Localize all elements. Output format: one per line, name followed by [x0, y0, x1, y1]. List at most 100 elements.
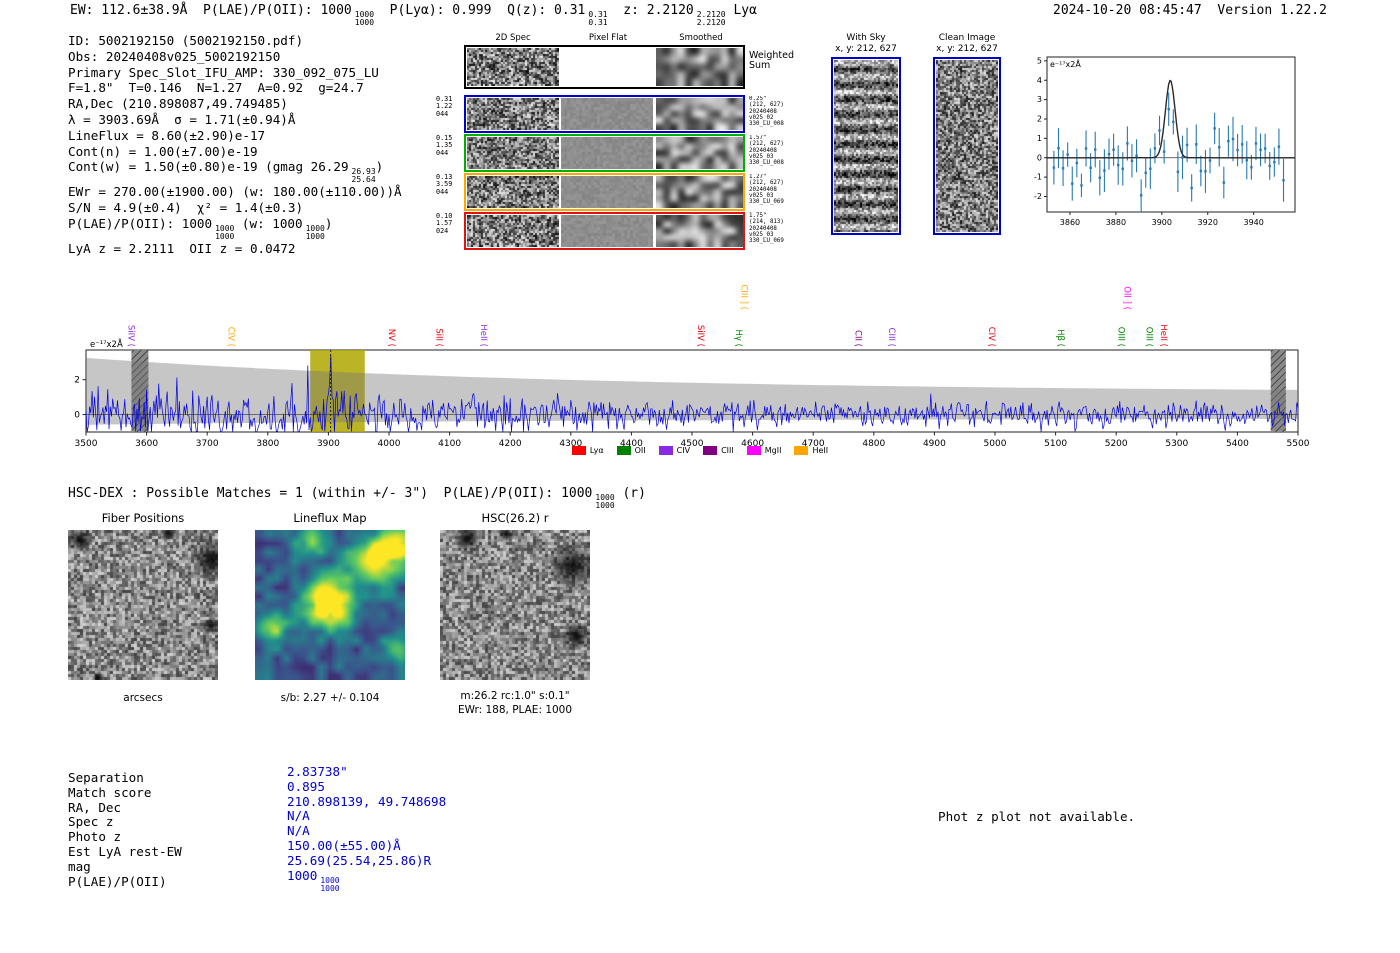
match-table-row: Match score 0.895 [68, 779, 446, 801]
info-text: ID: 5002192150 (5002192150.pdf) [68, 33, 304, 48]
info-text: Obs: 20240408v025_5002192150 [68, 48, 281, 64]
info-line-3: F=1.8" T=0.146 N=1.27 A=0.92 g=24.7 [68, 80, 402, 96]
info-text: Cont(w) = 1.50(±0.80)e-19 (gmag 26.29 [68, 159, 349, 175]
detection-info-block: ID: 5002192150 (5002192150.pdf) Obs: 2024… [68, 33, 402, 257]
fraction-bottom: 1000 [305, 231, 325, 241]
match-field-value: N/A [287, 823, 310, 839]
svg-text:5500: 5500 [1287, 439, 1310, 449]
fiber-id-line: 20240408 [749, 147, 777, 154]
2dspec-image [467, 98, 559, 130]
with-sky-title: With Sky [846, 33, 886, 43]
fraction-top: 1000 [354, 10, 375, 19]
fraction-bottom: 2.2120 [696, 18, 726, 27]
info-line-6: LineFlux = 8.60(±2.90)e-17 [68, 128, 402, 144]
info-text: RA,Dec (210.898087,49.749485) [68, 96, 288, 112]
info-text: LyA z = 2.2111 OII z = 0.0472 [68, 240, 296, 256]
fiber-row-left-labels: 0.10 1.57 024 [436, 212, 462, 235]
info-line-5: λ = 3903.69Å σ = 1.71(±0.94)Å [68, 112, 402, 128]
info-text: P(LAE)/P(OII): 1000 [68, 215, 213, 231]
header-text: EW: 112.6±38.9Å P(LAE)/P(OII): 1000 [70, 3, 352, 18]
fiber-id-line: (212, 627) [749, 102, 784, 109]
svg-text:3880: 3880 [1106, 218, 1126, 227]
fiber-row-left-labels: 0.13 3.59 044 [436, 173, 462, 196]
svg-text:1: 1 [1037, 134, 1042, 143]
fraction-top: 2.2120 [696, 10, 726, 19]
fiber-id-line: 330_LU_069 [749, 238, 784, 244]
svg-text:4100: 4100 [438, 439, 461, 449]
svg-text:4000: 4000 [378, 439, 401, 449]
svg-text:3500: 3500 [75, 439, 98, 449]
emission-line-label: Hγ ( [733, 330, 743, 347]
photz-note: Phot z plot not available. [938, 809, 1136, 824]
match-field-label: Spec z [68, 814, 114, 830]
header-fraction: 2.2120 2.2120 [697, 11, 726, 27]
spec2d-col-header: Pixel Flat [588, 33, 628, 43]
fiber-weight-value: 1.35 [436, 141, 453, 150]
header-summary: EW: 112.6±38.9Å P(LAE)/P(OII): 1000 1000 1… [70, 3, 757, 27]
lineflux-caption: s/b: 2.27 +/- 0.104 [280, 692, 380, 704]
info-line-0: ID: 5002192150 (5002192150.pdf) [68, 33, 402, 49]
match-table-row: Photo z N/A [68, 823, 446, 845]
svg-text:5100: 5100 [1044, 439, 1067, 449]
info-fraction: 1000 1000 [305, 224, 325, 241]
legend-swatch [616, 446, 631, 455]
svg-text:5300: 5300 [1165, 439, 1188, 449]
hsc-text: (r) [614, 486, 646, 501]
info-text: Cont(n) = 1.00(±7.00)e-19 [68, 143, 258, 159]
svg-text:3: 3 [1037, 95, 1042, 104]
match-field-label: Photo z [68, 829, 122, 845]
units-label: e⁻¹⁷x2Å [1050, 58, 1081, 69]
with-sky-image [834, 60, 898, 232]
match-field-value: N/A [287, 808, 310, 824]
info-line-11: P(LAE)/P(OII): 1000 1000 1000 (w: 1000 1000… [68, 216, 402, 241]
fiber-id-line: v025_03 [749, 192, 774, 199]
fraction-top: 0.31 [588, 10, 608, 19]
svg-text:3900: 3900 [317, 439, 340, 449]
svg-text:-1: -1 [1034, 173, 1042, 182]
fiber-id-line: 330_LU_008 [749, 121, 784, 127]
legend-label: CIII [721, 446, 734, 455]
emission-line-label: HeII ( [478, 324, 488, 347]
legend-swatch [794, 446, 809, 455]
legend-item: OII [616, 446, 646, 455]
fiber-weight-value: 0.31 [436, 95, 453, 103]
hsc-caption-1: m:26.2 rc:1.0" s:0.1" [460, 690, 570, 702]
fiber-weight-value: 0.15 [436, 134, 453, 142]
spectrum-line [85, 354, 1299, 433]
masked-band [1270, 350, 1286, 432]
fiber-row-right-labels: 1.75" (214, 813) 20240408 v025_03 330_LU_069 [749, 213, 784, 244]
fiber-id-line: 1.75" [749, 213, 767, 219]
match-field-value: 1000 1000 1000 [287, 867, 340, 893]
smoothed-image [656, 137, 743, 169]
match-field-label: RA, Dec [68, 799, 122, 815]
clean-image-border [933, 57, 1001, 235]
smoothed-image [656, 176, 743, 208]
fiber-id-line: 1.57" [749, 135, 767, 141]
units-label: e⁻¹⁷x2Å [90, 338, 123, 350]
generated-timestamp: 2024-10-20 08:45:47 [1053, 3, 1202, 18]
header-text: P(Lyα): 0.999 Q(z): 0.31 [374, 3, 586, 18]
legend-label: HeII [812, 446, 829, 455]
fraction-top: 1000 [595, 493, 615, 502]
legend-item: HeII [794, 446, 828, 455]
info-text: F=1.8" T=0.146 N=1.27 A=0.92 g=24.7 [68, 80, 364, 96]
fiber-id-line: v025_03 [749, 153, 774, 160]
hsc-dex-summary: HSC-DEX : Possible Matches = 1 (within +… [68, 486, 646, 510]
info-fraction: 1000 1000 [215, 223, 235, 241]
fiber-title: Fiber Positions [101, 511, 185, 525]
info-text: S/N = 4.9(±0.4) χ² = 1.4(±0.3) [68, 200, 304, 216]
svg-text:4800: 4800 [862, 439, 885, 449]
fiber-row-right-labels: 0.25" (212, 627) 20240408 v025_02 330_LU_008 [749, 96, 784, 127]
line-fit-plot: 3860 3880 3900 3920 3940 -2 -1 0 1 2 3 4 5 e⁻¹⁷x2Å [1034, 56, 1296, 227]
clean-image-image [936, 60, 998, 232]
svg-text:3700: 3700 [196, 439, 219, 449]
fiber-weight-value: 3.59 [436, 180, 453, 189]
2dspec-image [467, 215, 559, 247]
fiber-cutout-image [68, 530, 218, 680]
info-text: EWr = 270.00(±1900.00) (w: 180.00(±110.0… [68, 184, 402, 200]
fiber-id-line: v025_03 [749, 231, 774, 238]
fraction-top: 1000 [215, 223, 235, 233]
match-table-row: mag 25.69(25.54,25.86)R [68, 853, 446, 875]
svg-text:3940: 3940 [1243, 218, 1263, 227]
info-line-2: Primary Spec_Slot_IFU_AMP: 330_092_075_L… [68, 65, 402, 81]
